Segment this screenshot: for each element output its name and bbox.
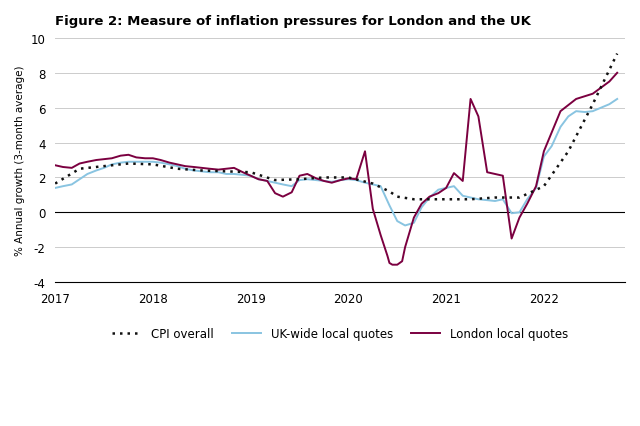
- CPI overall: [394, 195, 401, 200]
- CPI overall: [442, 197, 450, 202]
- UK-wide local quotes: [157, 161, 164, 166]
- UK-wide local quotes: [92, 169, 100, 174]
- CPI overall: [222, 170, 230, 175]
- Y-axis label: % Annual growth (3-month average): % Annual growth (3-month average): [15, 66, 25, 256]
- CPI overall: [613, 52, 621, 57]
- CPI overall: [516, 196, 524, 201]
- CPI overall: [100, 164, 108, 169]
- London local quotes: [605, 80, 613, 85]
- CPI overall: [198, 169, 205, 174]
- UK-wide local quotes: [369, 182, 377, 187]
- CPI overall: [491, 196, 499, 201]
- Line: UK-wide local quotes: UK-wide local quotes: [55, 100, 617, 226]
- CPI overall: [418, 197, 426, 202]
- UK-wide local quotes: [401, 223, 409, 228]
- London local quotes: [51, 163, 59, 168]
- CPI overall: [320, 176, 328, 181]
- CPI overall: [467, 197, 474, 202]
- London local quotes: [369, 207, 377, 212]
- Text: Figure 2: Measure of inflation pressures for London and the UK: Figure 2: Measure of inflation pressures…: [55, 15, 531, 28]
- CPI overall: [149, 162, 157, 167]
- CPI overall: [173, 167, 181, 172]
- CPI overall: [296, 177, 303, 182]
- London local quotes: [157, 158, 164, 163]
- London local quotes: [92, 158, 100, 163]
- London local quotes: [613, 71, 621, 76]
- CPI overall: [344, 176, 352, 181]
- Legend: CPI overall, UK-wide local quotes, London local quotes: CPI overall, UK-wide local quotes, Londo…: [108, 322, 573, 345]
- CPI overall: [76, 167, 83, 172]
- CPI overall: [385, 190, 393, 195]
- CPI overall: [125, 161, 132, 167]
- CPI overall: [247, 170, 255, 176]
- UK-wide local quotes: [613, 97, 621, 102]
- London local quotes: [388, 262, 396, 268]
- CPI overall: [369, 181, 377, 187]
- Line: CPI overall: CPI overall: [55, 55, 617, 200]
- London local quotes: [239, 170, 246, 176]
- London local quotes: [230, 166, 238, 171]
- CPI overall: [564, 150, 572, 155]
- Line: London local quotes: London local quotes: [55, 74, 617, 265]
- CPI overall: [589, 102, 596, 107]
- CPI overall: [540, 184, 548, 189]
- UK-wide local quotes: [239, 173, 246, 178]
- CPI overall: [51, 181, 59, 187]
- CPI overall: [410, 197, 418, 202]
- UK-wide local quotes: [605, 102, 613, 107]
- UK-wide local quotes: [51, 186, 59, 191]
- UK-wide local quotes: [230, 172, 238, 177]
- CPI overall: [271, 178, 279, 183]
